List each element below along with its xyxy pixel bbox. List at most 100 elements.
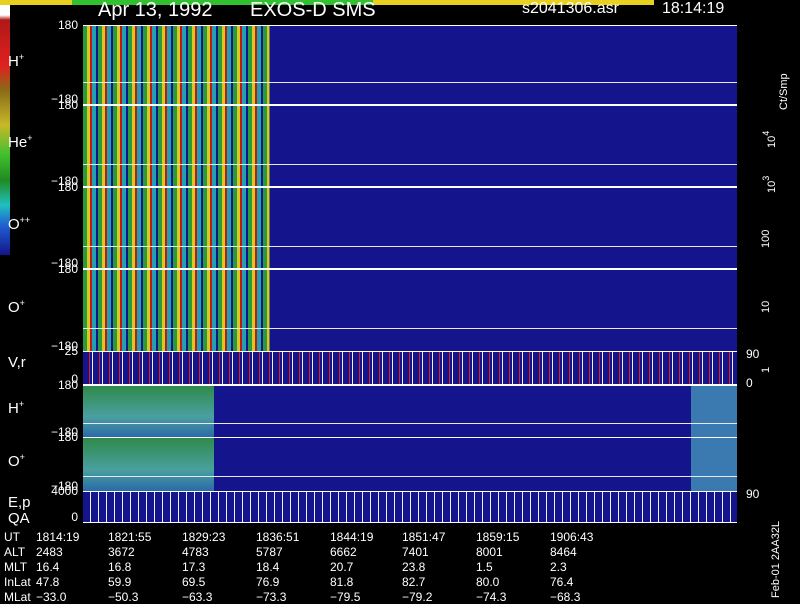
trace	[83, 82, 737, 83]
y-tick-label: −180	[50, 479, 78, 493]
spectrogram-panel	[83, 269, 737, 352]
cell: 5787	[256, 545, 283, 559]
y-tick-label: 4000	[51, 484, 78, 498]
row-name: ALT	[4, 545, 26, 559]
colorbar	[0, 5, 10, 255]
cell: −50.3	[108, 590, 139, 604]
colorbar-unit: Ct/Smp	[778, 73, 790, 110]
panel-label-text: V,r	[8, 354, 26, 371]
cell: 1.5	[476, 560, 493, 574]
panel-label-sup: +	[19, 297, 25, 308]
y-tick-label: 180	[57, 18, 78, 32]
spectrogram-panel	[83, 437, 737, 492]
cell: 2483	[36, 545, 63, 559]
file: s2041306.asr	[522, 0, 619, 17]
cell: 23.8	[402, 560, 426, 574]
y-tick-label: 180	[57, 180, 78, 194]
cell: 59.9	[108, 575, 132, 589]
panel-label-sup: +	[18, 52, 25, 62]
cell: −73.3	[256, 590, 287, 604]
panel-label-text: O	[8, 216, 20, 233]
qa-label: QA	[8, 510, 30, 527]
cell: 7401	[402, 545, 429, 559]
row-name: MLat	[4, 590, 31, 604]
colorbar-label-base: 100	[760, 229, 772, 248]
panel-label: O+	[8, 450, 25, 469]
y-tick-label: 0	[71, 372, 78, 386]
y-tick-label: 25	[64, 344, 78, 358]
time: 18:14:19	[662, 0, 725, 17]
date: Apr 13, 1992	[98, 0, 213, 21]
right-tick-label: 90	[746, 347, 760, 361]
cell: 1814:19	[36, 530, 80, 544]
y-tick-label: −180	[50, 425, 78, 439]
trace	[83, 476, 737, 477]
panel-label-sup: +	[18, 398, 25, 409]
colorbar-label: 1	[760, 367, 772, 373]
colorbar-label: 103	[760, 176, 778, 193]
y-tick-label: 180	[57, 378, 78, 392]
panel-label: H+	[8, 397, 24, 416]
row-name: InLat	[4, 575, 31, 589]
cell: −79.5	[330, 590, 361, 604]
colorbar-label-exp: 3	[761, 175, 771, 181]
spectrogram-panel	[83, 491, 737, 523]
panel-label: He+	[8, 131, 32, 150]
panel-label-text: H	[8, 53, 19, 70]
panel-label-sup: +	[19, 451, 25, 462]
cell: 47.8	[36, 575, 60, 589]
cell: 2.3	[550, 560, 567, 574]
cell: 1859:15	[476, 530, 520, 544]
cell: 16.8	[108, 560, 132, 574]
y-tick-label: 0	[71, 510, 78, 524]
right-tick-label: 90	[746, 487, 760, 501]
cell: −74.3	[476, 590, 507, 604]
panel-label-text: E,p	[8, 494, 31, 511]
colorbar-label-base: 10	[760, 300, 772, 313]
colorbar-label: 100	[760, 230, 772, 248]
cell: 4783	[182, 545, 209, 559]
trace	[83, 328, 737, 329]
cell: 1851:47	[402, 530, 446, 544]
cell: 18.4	[256, 560, 280, 574]
cell: 1821:55	[108, 530, 152, 544]
panel-label: O+	[8, 296, 25, 315]
cell: 8464	[550, 545, 577, 559]
cell: 20.7	[330, 560, 354, 574]
footer-note: Feb-01 2AA32L	[770, 520, 782, 598]
spectrogram-panel	[83, 351, 737, 385]
cell: 16.4	[36, 560, 60, 574]
colorbar-label-base: 1	[760, 366, 772, 373]
y-tick-label: −180	[50, 174, 78, 188]
cell: 80.0	[476, 575, 500, 589]
row-name: UT	[4, 530, 20, 544]
colorbar-label-exp: 4	[761, 130, 771, 136]
cell: 81.8	[330, 575, 354, 589]
cell: 1844:19	[330, 530, 374, 544]
y-tick-label: 180	[57, 430, 78, 444]
row-name: MLT	[4, 560, 28, 574]
instrument: EXOS-D SMS	[250, 0, 376, 21]
trace	[83, 246, 737, 247]
cell: −68.3	[550, 590, 581, 604]
y-tick-label: −180	[50, 339, 78, 353]
y-tick-label: 180	[57, 262, 78, 276]
cell: 76.4	[550, 575, 574, 589]
cell: −63.3	[182, 590, 213, 604]
panel-label: H+	[8, 50, 24, 69]
panel-label-sup: +	[27, 133, 33, 143]
right-tick-label: 0	[746, 376, 753, 390]
cell: 17.3	[182, 560, 206, 574]
cell: 1906:43	[550, 530, 594, 544]
cell: 69.5	[182, 575, 206, 589]
cell: 3672	[108, 545, 135, 559]
panel-label-text: O	[8, 452, 20, 470]
cell: 1829:23	[182, 530, 226, 544]
spectrogram-panel	[83, 385, 737, 438]
cell: 6662	[330, 545, 357, 559]
y-tick-label: −180	[50, 256, 78, 270]
y-tick-label: 180	[57, 98, 78, 112]
cell: 76.9	[256, 575, 280, 589]
colorbar-label-base: 10	[766, 135, 778, 148]
